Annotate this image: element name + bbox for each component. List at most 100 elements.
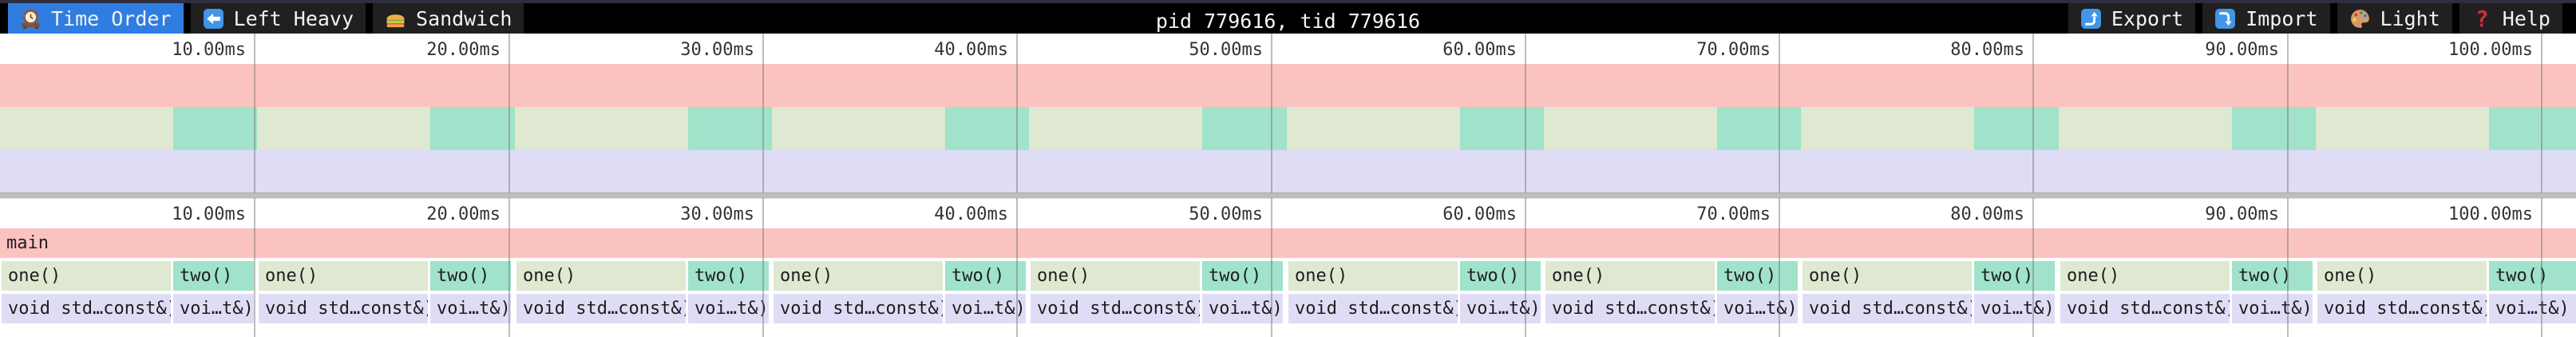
palette-icon xyxy=(2349,8,2371,30)
frame-two-child[interactable]: voi…t&) xyxy=(2232,294,2313,323)
flamechart-row: main xyxy=(0,228,2576,258)
ruler-tick-label: 50.00ms xyxy=(1189,204,1263,224)
frame-one[interactable]: one() xyxy=(259,261,428,291)
frame-one-child[interactable]: void std…const&) xyxy=(259,294,428,323)
clock-icon xyxy=(20,8,42,30)
minimap[interactable] xyxy=(0,64,2576,192)
minimap-one-segment xyxy=(2316,107,2489,150)
ruler-tick-label: 90.00ms xyxy=(2205,40,2279,60)
frame-two[interactable]: two() xyxy=(1974,261,2055,291)
frame-one[interactable]: one() xyxy=(2317,261,2487,291)
ruler-tick-label: 30.00ms xyxy=(680,40,754,60)
ruler-tick-label: 60.00ms xyxy=(1442,40,1517,60)
ruler-tick-label: 60.00ms xyxy=(1442,204,1517,224)
frame-one-child[interactable]: void std…const&) xyxy=(2,294,171,323)
frame-two[interactable]: two() xyxy=(173,261,254,291)
ruler-tick-label: 70.00ms xyxy=(1696,204,1771,224)
frame-one[interactable]: one() xyxy=(1031,261,1200,291)
tab-sandwich[interactable]: Sandwich xyxy=(373,3,524,34)
frame-one[interactable]: one() xyxy=(2060,261,2230,291)
ruler-tick-label: 80.00ms xyxy=(1950,204,2024,224)
export-button[interactable]: Export xyxy=(2068,3,2196,34)
minimap-main-segment xyxy=(0,64,2576,107)
minimap-one-segment xyxy=(1544,107,1717,150)
import-button[interactable]: Import xyxy=(2202,3,2330,34)
minimap-two-segment xyxy=(2232,107,2316,150)
minimap-two-segment xyxy=(173,107,257,150)
frame-one[interactable]: one() xyxy=(516,261,686,291)
minimap-two-segment xyxy=(688,107,772,150)
frame-two-child[interactable]: voi…t&) xyxy=(1460,294,1541,323)
help-button[interactable]: ? Help xyxy=(2459,3,2562,34)
flamechart-row: one() two() one() two() one() two() one() two()… xyxy=(0,261,2576,291)
light-button[interactable]: Light xyxy=(2337,3,2452,34)
minimap-band-level2 xyxy=(0,150,2576,192)
ruler-tick-label: 30.00ms xyxy=(680,204,754,224)
frame-one[interactable]: one() xyxy=(1545,261,1715,291)
frame-one-child[interactable]: void std…const&) xyxy=(1802,294,1972,323)
minimap-two-segment xyxy=(1460,107,1544,150)
flamechart-time-ruler: 10.00ms 20.00ms 30.00ms 40.00ms 50.00ms 60.00… xyxy=(0,198,2576,228)
frame-two-child[interactable]: voi…t&) xyxy=(1202,294,1283,323)
frame-two[interactable]: two() xyxy=(688,261,769,291)
frame-one[interactable]: one() xyxy=(774,261,943,291)
help-icon: ? xyxy=(2475,5,2489,32)
minimap-one-segment xyxy=(0,107,173,150)
frame-two[interactable]: two() xyxy=(1460,261,1541,291)
minimap-two-segment xyxy=(1202,107,1287,150)
minimap-time-ruler: 10.00ms 20.00ms 30.00ms 40.00ms 50.00ms 60.00… xyxy=(0,34,2576,64)
minimap-one-segment xyxy=(257,107,430,150)
minimap-two-segment xyxy=(430,107,515,150)
ruler-tick-label: 100.00ms xyxy=(2448,204,2533,224)
toolbar: Time Order Left Heavy Sandwich pid 779616,… xyxy=(0,0,2576,34)
minimap-band-level1 xyxy=(0,107,2576,150)
frame-two-child[interactable]: voi…t&) xyxy=(1974,294,2055,323)
minimap-one-segment xyxy=(1287,107,1460,150)
ruler-tick-label: 10.00ms xyxy=(172,40,246,60)
button-label: Import xyxy=(2246,6,2318,30)
sandwich-icon xyxy=(385,8,406,30)
frame-two[interactable]: two() xyxy=(1202,261,1283,291)
ruler-tick-label: 10.00ms xyxy=(172,204,246,224)
view-tabs: Time Order Left Heavy Sandwich xyxy=(0,3,531,34)
minimap-one-segment xyxy=(2059,107,2232,150)
tab-left-heavy[interactable]: Left Heavy xyxy=(190,3,366,34)
frame-two[interactable]: two() xyxy=(2232,261,2313,291)
tab-time-order[interactable]: Time Order xyxy=(8,3,184,34)
ruler-tick-label: 20.00ms xyxy=(426,40,501,60)
frame-two[interactable]: two() xyxy=(430,261,511,291)
minimap-one-segment xyxy=(1801,107,1974,150)
frame-one-child[interactable]: void std…const&) xyxy=(516,294,686,323)
frame-two-child[interactable]: voi…t&) xyxy=(945,294,1026,323)
minimap-flamechart-divider xyxy=(0,192,2576,198)
frame-one-child[interactable]: void std…const&) xyxy=(2317,294,2487,323)
frame-two[interactable]: two() xyxy=(1717,261,1798,291)
frame-two[interactable]: two() xyxy=(2489,261,2576,291)
left-arrow-icon xyxy=(203,8,224,30)
frame-two-child[interactable]: voi…t&) xyxy=(430,294,511,323)
frame-two-child[interactable]: voi…t&) xyxy=(688,294,769,323)
frame-one-child[interactable]: void std…const&) xyxy=(774,294,943,323)
frame-one-child[interactable]: void std…const&) xyxy=(1545,294,1715,323)
import-icon xyxy=(2214,8,2236,30)
frame-one-child[interactable]: void std…const&) xyxy=(1288,294,1458,323)
ruler-tick-label: 90.00ms xyxy=(2205,204,2279,224)
frame-two-child[interactable]: voi…t&) xyxy=(2489,294,2576,323)
frame-two-child[interactable]: voi…t&) xyxy=(173,294,254,323)
frame-two-child[interactable]: voi…t&) xyxy=(1717,294,1798,323)
frame-one-child[interactable]: void std…const&) xyxy=(1031,294,1200,323)
tab-label: Sandwich xyxy=(416,6,512,30)
button-label: Light xyxy=(2380,6,2440,30)
frame-two[interactable]: two() xyxy=(945,261,1026,291)
frame-one[interactable]: one() xyxy=(1802,261,1972,291)
frame-main[interactable]: main xyxy=(0,228,2576,258)
minimap-two-segment xyxy=(945,107,1029,150)
frame-one[interactable]: one() xyxy=(2,261,171,291)
toolbar-actions: Export Import Light ? Help xyxy=(2068,3,2576,34)
minimap-one-segment xyxy=(772,107,945,150)
tab-label: Time Order xyxy=(51,6,172,30)
frame-one-child[interactable]: void std…const&) xyxy=(2060,294,2230,323)
flamechart-row: void std…const&) voi…t&) void std…const&) v… xyxy=(0,294,2576,323)
frame-one[interactable]: one() xyxy=(1288,261,1458,291)
minimap-two-segment xyxy=(1717,107,1801,150)
